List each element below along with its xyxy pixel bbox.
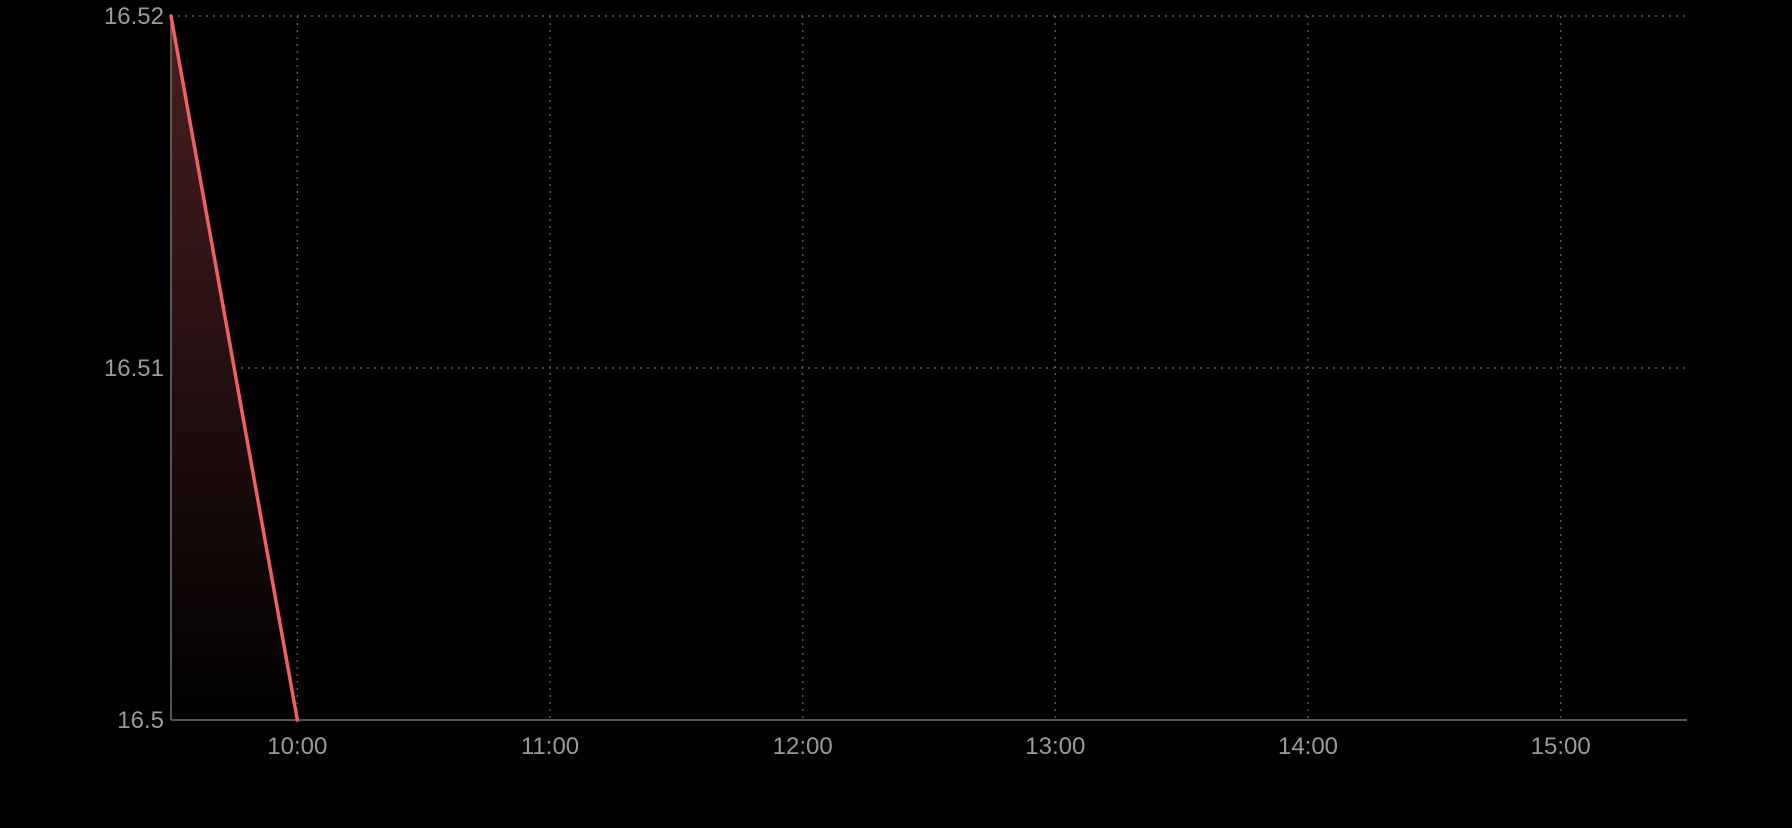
axis-layer	[170, 16, 1687, 721]
y-tick-label: 16.52	[104, 3, 164, 30]
x-tick-label: 12:00	[773, 733, 833, 760]
x-tick-label: 15:00	[1531, 733, 1591, 760]
x-tick-label: 13:00	[1025, 733, 1085, 760]
x-tick-label: 14:00	[1278, 733, 1338, 760]
y-tick-label: 16.5	[117, 707, 164, 734]
x-tick-label: 11:00	[521, 733, 579, 760]
line-layer	[169, 14, 300, 722]
x-tick-label: 10:00	[267, 733, 327, 760]
label-layer: 16.5 16.51 16.52 10:00 11:00 12:00 13:00 14:00 1…	[104, 3, 1591, 760]
series-point	[169, 14, 173, 18]
y-tick-label: 16.51	[104, 355, 164, 382]
series-point	[295, 718, 299, 722]
grid-layer	[171, 15, 1687, 720]
series-line	[169, 14, 300, 722]
